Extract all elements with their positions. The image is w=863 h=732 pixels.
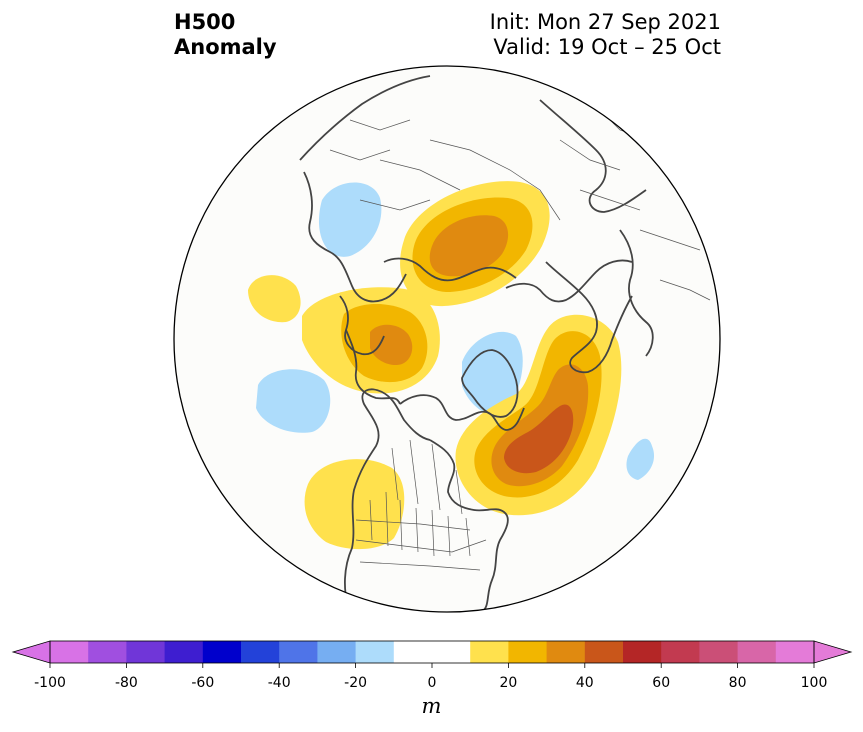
pos-anomaly-europe-30 xyxy=(429,215,509,277)
coast-arctic-islands xyxy=(399,394,525,431)
map-title: H500 Anomaly xyxy=(174,10,277,60)
coast-hudson-bay xyxy=(429,439,509,612)
colorbar-swatch xyxy=(584,641,624,663)
coast-scandinavia xyxy=(505,259,633,303)
colorbar-swatch xyxy=(164,641,204,663)
coastlines xyxy=(299,75,654,612)
colorbar-swatch xyxy=(546,641,586,663)
colorbar-swatch xyxy=(88,641,127,663)
colorbar-tick-label: -20 xyxy=(344,675,367,691)
title-line-2: Anomaly xyxy=(174,35,277,59)
colorbar-tick-label: -40 xyxy=(268,675,291,691)
colorbar-swatch xyxy=(470,641,509,663)
border-canada-provinces xyxy=(391,439,463,515)
border-asia xyxy=(329,119,431,211)
coast-europe xyxy=(545,261,633,374)
valid-time: Valid: 19 Oct – 25 Oct xyxy=(493,35,721,59)
colorbar-tick-label: 0 xyxy=(428,675,437,691)
valid-time-block: Init: Mon 27 Sep 2021 Valid: 19 Oct – 25… xyxy=(490,10,721,60)
border-us-states xyxy=(355,491,481,571)
colorbar-swatch xyxy=(50,641,89,663)
colorbar-swatch xyxy=(241,641,280,663)
pos-anomaly-atlantic-40 xyxy=(504,404,574,474)
coast-west-europe xyxy=(619,229,654,357)
coast-siberia xyxy=(383,257,517,282)
coast-mediterranean xyxy=(539,99,647,213)
colorbar-extend-high xyxy=(813,640,853,664)
neg-anomaly-north-pacific xyxy=(256,369,331,433)
colorbar-tick-label: 60 xyxy=(652,675,670,691)
colorbar-swatch xyxy=(317,641,357,663)
pos-anomaly-east-siberia xyxy=(248,275,301,323)
neg-anomaly-siberia xyxy=(318,182,382,257)
colorbar-swatch xyxy=(623,641,662,663)
border-europe xyxy=(559,109,711,301)
title-line-1: H500 xyxy=(174,10,236,34)
coast-north-america-west xyxy=(344,388,431,612)
pos-anomaly-west-na xyxy=(304,459,405,550)
colorbar-swatch xyxy=(279,641,318,663)
colorbar-tick-label: -80 xyxy=(115,675,138,691)
colorbar-swatch xyxy=(126,641,166,663)
coast-east-asia xyxy=(303,171,407,303)
coast-greenland xyxy=(461,349,519,418)
neg-anomaly-atlantic xyxy=(626,438,655,480)
coast-kamchatka xyxy=(339,295,385,356)
colorbar-tick-label: -100 xyxy=(34,675,66,691)
colorbar-tick-label: -60 xyxy=(191,675,214,691)
colorbar-ticks: -100 -80 -60 -40 -20 0 20 40 60 80 100 xyxy=(34,663,827,691)
colorbar-unit-label: m xyxy=(421,694,442,718)
map-background xyxy=(174,66,720,612)
colorbar-swatch xyxy=(202,641,242,663)
colorbar-tick-label: 80 xyxy=(729,675,747,691)
colorbar-extend-low xyxy=(11,640,51,664)
border-russia xyxy=(379,139,561,221)
colorbar-swatch xyxy=(355,641,395,663)
colorbar-swatch xyxy=(661,641,700,663)
polar-map xyxy=(173,65,721,613)
colorbar-swatch xyxy=(432,641,471,663)
colorbar-tick-label: 100 xyxy=(801,675,828,691)
borders xyxy=(329,109,711,571)
colorbar-swatch xyxy=(775,641,815,663)
colorbar-swatch xyxy=(393,641,433,663)
map-field xyxy=(174,66,720,612)
pos-anomaly-east-asia-30 xyxy=(370,324,413,366)
border-canada-us xyxy=(355,539,487,553)
colorbar-swatches xyxy=(50,641,815,663)
neg-anomaly-arctic xyxy=(462,331,523,416)
coast-alaska xyxy=(345,329,401,405)
colorbar-tick-label: 20 xyxy=(499,675,517,691)
colorbar-swatch xyxy=(699,641,739,663)
init-time: Init: Mon 27 Sep 2021 xyxy=(489,10,721,34)
colorbar-swatch xyxy=(508,641,548,663)
colorbar-swatch xyxy=(737,641,777,663)
map-boundary xyxy=(173,65,721,613)
colorbar-tick-label: 40 xyxy=(576,675,594,691)
coast-india-china xyxy=(299,75,431,161)
